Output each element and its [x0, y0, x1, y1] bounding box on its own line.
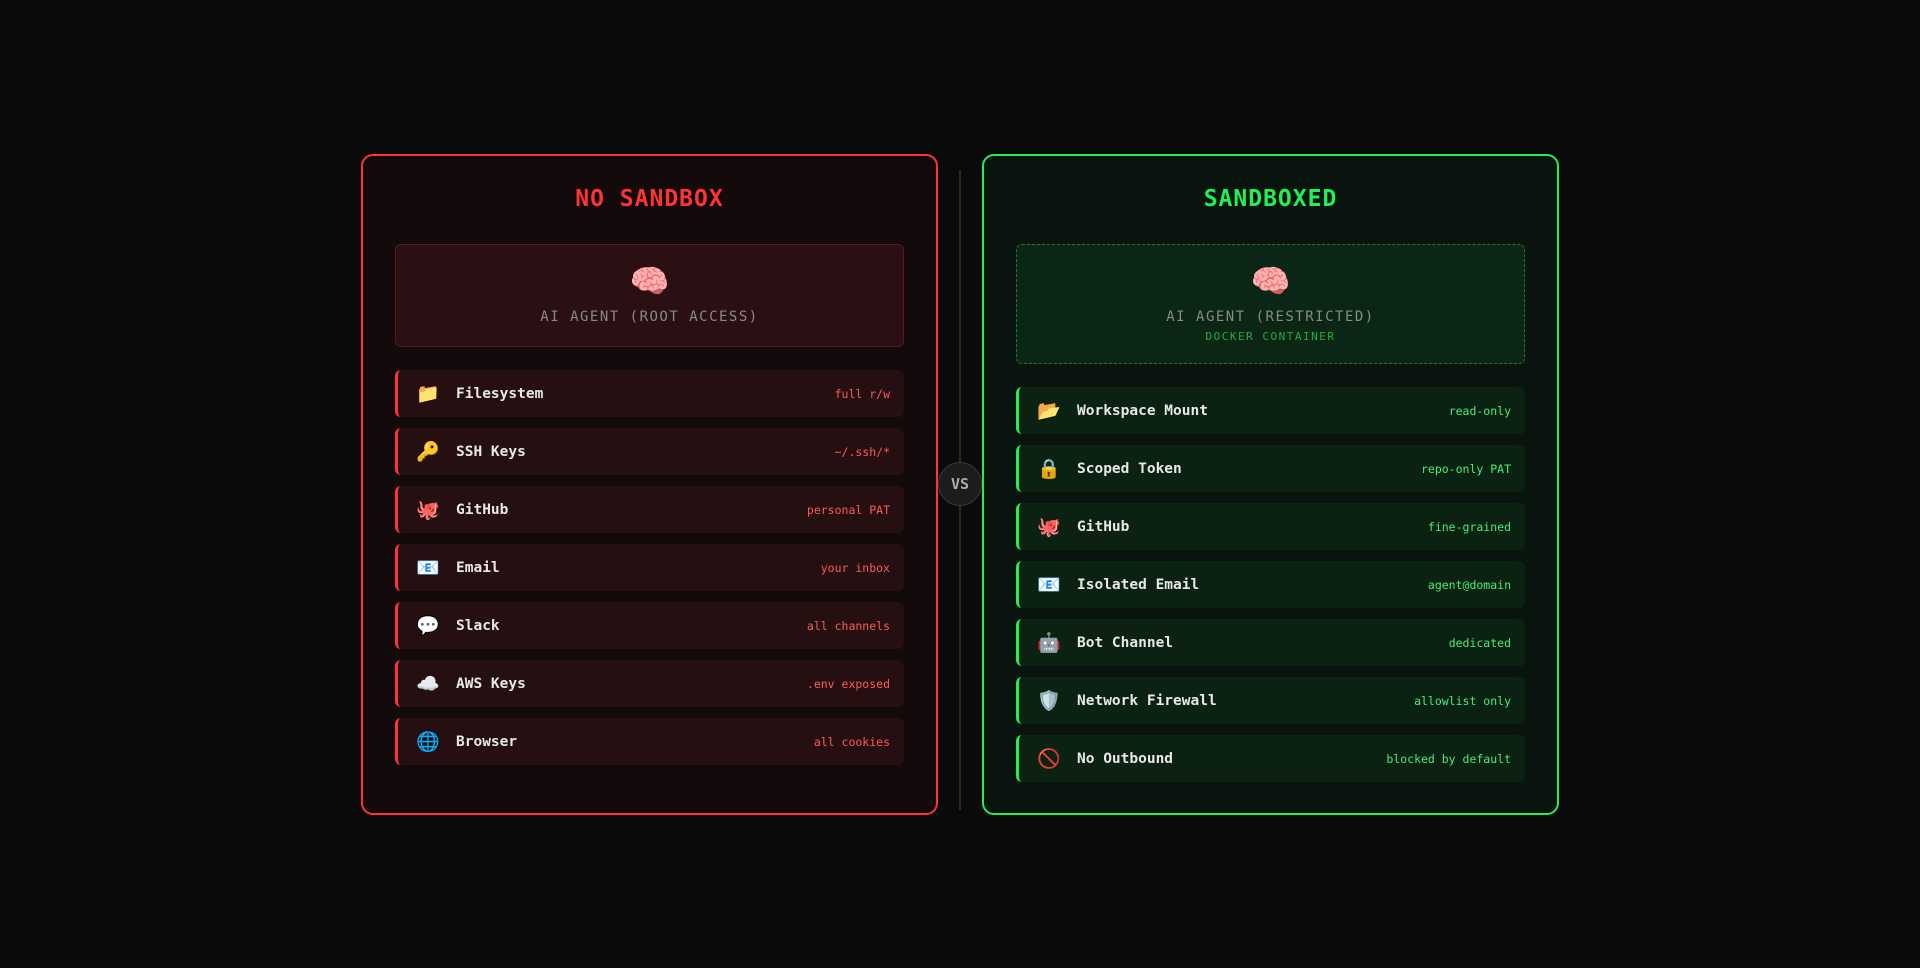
- shield-icon: 🛡️: [1037, 690, 1061, 712]
- item-value: your inbox: [820, 560, 890, 575]
- list-item: 🐙 GitHub personal PAT: [395, 486, 904, 533]
- item-label: Slack: [456, 617, 500, 634]
- item-label: Filesystem: [456, 385, 544, 402]
- prohibited-icon: 🚫: [1037, 748, 1061, 770]
- open-folder-icon: 📂: [1037, 400, 1061, 422]
- list-item: 💬 Slack all channels: [395, 602, 904, 649]
- agent-sublabel: DOCKER CONTAINER: [1205, 330, 1336, 343]
- list-item: 🤖 Bot Channel dedicated: [1016, 619, 1525, 666]
- item-value: blocked by default: [1386, 751, 1511, 766]
- item-value: repo-only PAT: [1420, 461, 1511, 476]
- item-value: dedicated: [1448, 635, 1511, 650]
- item-label: GitHub: [1077, 518, 1130, 535]
- item-value: agent@domain: [1427, 577, 1511, 592]
- item-label: SSH Keys: [456, 443, 526, 460]
- brain-icon: 🧠: [629, 262, 670, 300]
- robot-icon: 🤖: [1037, 632, 1061, 654]
- item-label: AWS Keys: [456, 675, 526, 692]
- item-label: Isolated Email: [1077, 576, 1200, 593]
- globe-icon: 🌐: [416, 731, 440, 753]
- item-value: .env exposed: [806, 676, 890, 691]
- item-label: Workspace Mount: [1077, 402, 1208, 419]
- octopus-icon: 🐙: [416, 499, 440, 521]
- panel-title: SANDBOXED: [1203, 186, 1338, 212]
- item-value: full r/w: [834, 386, 890, 401]
- access-list: 📂 Workspace Mount read-only 🔒 Scoped Token r…: [1016, 387, 1525, 793]
- key-icon: 🔑: [416, 441, 440, 463]
- list-item: 🛡️ Network Firewall allowlist only: [1016, 677, 1525, 724]
- list-item: 🐙 GitHub fine-grained: [1016, 503, 1525, 550]
- folder-icon: 📁: [416, 383, 440, 405]
- item-label: Scoped Token: [1077, 460, 1182, 477]
- email-icon: 📧: [416, 557, 440, 579]
- item-value: all cookies: [813, 734, 890, 749]
- item-label: Browser: [456, 733, 518, 750]
- list-item: 🌐 Browser all cookies: [395, 718, 904, 765]
- item-label: No Outbound: [1077, 750, 1174, 767]
- item-label: Email: [456, 559, 500, 576]
- list-item: 📂 Workspace Mount read-only: [1016, 387, 1525, 434]
- speech-bubble-icon: 💬: [416, 615, 440, 637]
- octopus-icon: 🐙: [1037, 516, 1061, 538]
- access-list: 📁 Filesystem full r/w 🔑 SSH Keys ~/.ssh/* 🐙 G…: [395, 370, 904, 776]
- item-label: GitHub: [456, 501, 509, 518]
- list-item: ☁️ AWS Keys .env exposed: [395, 660, 904, 707]
- item-label: Bot Channel: [1077, 634, 1174, 651]
- list-item: 📧 Email your inbox: [395, 544, 904, 591]
- cloud-icon: ☁️: [416, 673, 440, 695]
- list-item: 🔒 Scoped Token repo-only PAT: [1016, 445, 1525, 492]
- vs-badge: VS: [938, 462, 982, 506]
- item-value: personal PAT: [806, 502, 890, 517]
- item-value: allowlist only: [1414, 693, 1511, 708]
- sandboxed-panel: SANDBOXED 🧠 AI AGENT (RESTRICTED) DOCKER…: [982, 154, 1559, 815]
- lock-icon: 🔒: [1037, 458, 1061, 480]
- item-value: fine-grained: [1427, 519, 1511, 534]
- brain-icon: 🧠: [1250, 262, 1291, 300]
- agent-box: 🧠 AI AGENT (ROOT ACCESS): [395, 244, 904, 347]
- item-value: read-only: [1448, 403, 1511, 418]
- list-item: 🔑 SSH Keys ~/.ssh/*: [395, 428, 904, 475]
- item-value: ~/.ssh/*: [834, 444, 890, 459]
- email-icon: 📧: [1037, 574, 1061, 596]
- no-sandbox-panel: NO SANDBOX 🧠 AI AGENT (ROOT ACCESS) 📁 Fil…: [361, 154, 938, 815]
- agent-box: 🧠 AI AGENT (RESTRICTED) DOCKER CONTAINER: [1016, 244, 1525, 364]
- agent-label: AI AGENT (RESTRICTED): [1166, 309, 1375, 325]
- item-value: all channels: [806, 618, 890, 633]
- list-item: 📧 Isolated Email agent@domain: [1016, 561, 1525, 608]
- panel-title: NO SANDBOX: [575, 186, 724, 212]
- list-item: 🚫 No Outbound blocked by default: [1016, 735, 1525, 782]
- item-label: Network Firewall: [1077, 692, 1217, 709]
- agent-label: AI AGENT (ROOT ACCESS): [540, 309, 759, 325]
- list-item: 📁 Filesystem full r/w: [395, 370, 904, 417]
